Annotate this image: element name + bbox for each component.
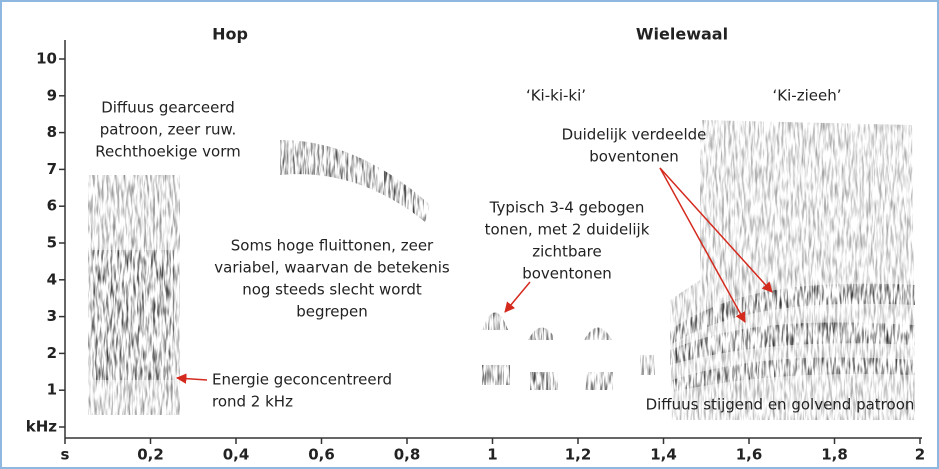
spectrogram (88, 120, 915, 420)
annotation: variabel, waarvan de betekenis (214, 259, 450, 277)
annotation: Diffuus gearceerd (101, 99, 235, 117)
y-tick-label: 5 (47, 234, 57, 252)
annotation: Duidelijk verdeelde (562, 126, 707, 144)
x-tick-label: 1,4 (650, 446, 677, 464)
x-tick-label: 1,6 (736, 446, 763, 464)
annotation: zichtbare (532, 243, 601, 261)
annotation: Rechthoekige vorm (95, 143, 240, 161)
annotation: Soms hoge fluittonen, zeer (231, 237, 434, 255)
call-label: ‘Ki-zieeh’ (773, 87, 842, 105)
x-tick-label: 1,2 (565, 446, 592, 464)
y-tick-label: 9 (47, 86, 57, 104)
annotation: Diffuus stijgend en golvend patroon (646, 396, 915, 414)
y-tick-label: 2 (47, 344, 57, 362)
y-tick-label: kHz (26, 418, 58, 436)
x-tick-label: 2 (915, 446, 925, 464)
annotation: boventonen (589, 148, 679, 166)
y-tick-label: 8 (47, 123, 57, 141)
annotation: boventonen (522, 265, 612, 283)
title: Hop (212, 25, 248, 44)
annotation: nog steeds slecht wordt (242, 281, 422, 299)
x-tick-label: 1 (487, 446, 497, 464)
y-tick-label: 4 (47, 270, 57, 288)
x-tick-label: 0,2 (137, 446, 164, 464)
arrows (175, 167, 773, 384)
call-label: ‘Ki-ki-ki’ (526, 87, 586, 105)
y-tick-label: 6 (47, 197, 57, 215)
title: Wielewaal (636, 25, 728, 44)
annotation: Typisch 3-4 gebogen (489, 199, 645, 217)
x-tick-label: 0,6 (308, 446, 335, 464)
y-tick-label: 1 (47, 381, 57, 399)
y-tick-label: 7 (47, 160, 57, 178)
x-tick-label: s (61, 446, 70, 464)
x-tick-label: 1,8 (821, 446, 848, 464)
x-tick-label: 0,4 (223, 446, 250, 464)
annotation: rond 2 kHz (212, 393, 293, 411)
y-tick-label: 3 (47, 307, 57, 325)
annotation: begrepen (296, 303, 368, 321)
annotation: patroon, zeer ruw. (100, 121, 236, 139)
y-tick-label: 10 (36, 50, 57, 68)
annotation: tonen, met 2 duidelijk (485, 221, 650, 239)
annotation: Energie geconcentreerd (212, 371, 392, 389)
x-tick-label: 0,8 (394, 446, 421, 464)
